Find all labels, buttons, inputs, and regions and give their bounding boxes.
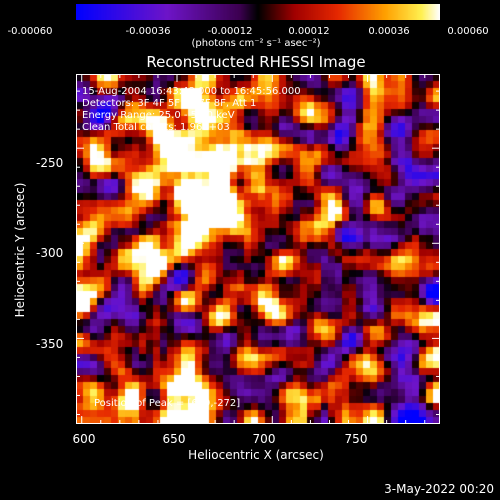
x-tick-label: 750: [344, 432, 368, 446]
plot-frame: [76, 74, 440, 424]
x-tick-label: 700: [252, 432, 276, 446]
x-tick-label: 600: [72, 432, 96, 446]
colorbar: [76, 4, 440, 20]
colorbar-gradient: [76, 4, 440, 20]
clean-counts-label: Clean Total counts: 1.96E+03: [82, 122, 230, 133]
footer-timestamp: 3-May-2022 00:20: [384, 482, 494, 496]
colorbar-tick-label: 0.00060: [447, 26, 489, 37]
energy-range-label: Energy Range: 25.0 - 50.0 keV: [82, 110, 235, 121]
colorbar-tick-label: 0.00036: [368, 26, 410, 37]
colorbar-tick-label: 0.00012: [288, 26, 330, 37]
x-tick-label: 650: [162, 432, 186, 446]
y-tick-label: -350: [36, 337, 64, 351]
x-axis-label: Heliocentric X (arcsec): [188, 448, 324, 462]
detectors-label: Detectors: 3F 4F 5F 6F 7F 8F, Att 1: [82, 98, 257, 109]
time-range-label: 15-Aug-2004 16:43:48.000 to 16:45:56.000: [82, 86, 301, 97]
colorbar-tick-label: -0.00036: [125, 26, 171, 37]
y-tick-label: -250: [36, 156, 64, 170]
plot-area: [76, 74, 440, 424]
plot-axes: [76, 74, 440, 424]
chart-title: Reconstructed RHESSI Image: [146, 53, 366, 71]
image-info: 15-Aug-2004 16:43:48.000 to 16:45:56.000…: [82, 86, 301, 134]
colorbar-units: (photons cm⁻² s⁻¹ asec⁻²): [191, 38, 321, 49]
peak-position-label: Position of Peak = [669,-272]: [94, 398, 241, 409]
heatmap-image: [76, 74, 440, 424]
colorbar-tick-label: -0.00012: [207, 26, 253, 37]
y-axis-label: Heliocentric Y (arcsec): [13, 182, 27, 318]
colorbar-tick-label: -0.00060: [7, 26, 53, 37]
y-tick-label: -300: [36, 246, 64, 260]
